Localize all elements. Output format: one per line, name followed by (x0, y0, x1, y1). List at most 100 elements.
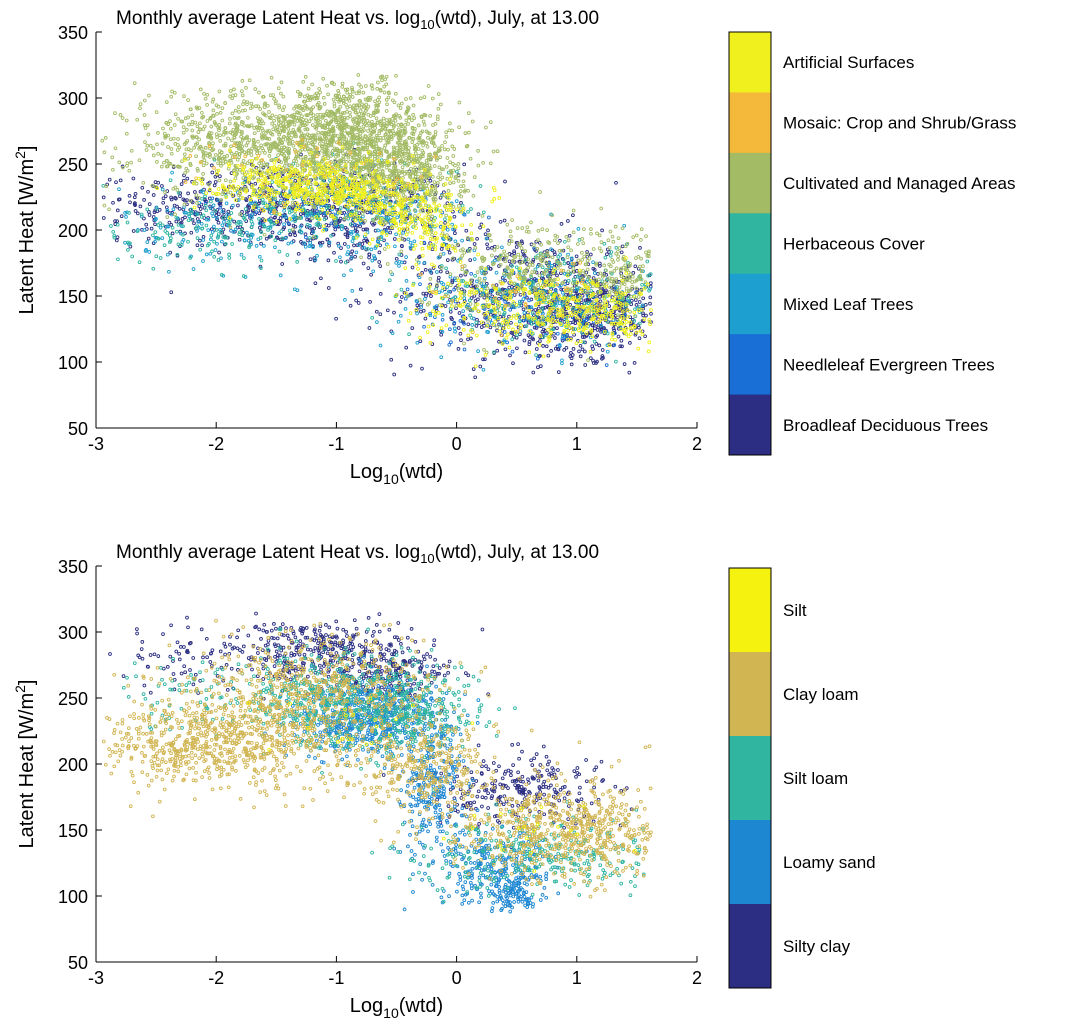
data-point (186, 239, 190, 244)
data-point (418, 282, 422, 287)
data-point (389, 357, 394, 362)
data-point (445, 227, 450, 232)
data-point (276, 117, 281, 122)
data-point (250, 146, 254, 151)
data-point (245, 230, 249, 235)
data-point (240, 233, 245, 238)
data-point (463, 131, 468, 135)
data-point (168, 119, 172, 123)
data-point (384, 217, 389, 222)
data-point (201, 235, 206, 239)
data-point (588, 252, 593, 257)
data-point (456, 179, 461, 183)
data-point (502, 274, 507, 278)
data-point (503, 347, 508, 352)
data-point (195, 212, 200, 216)
data-point (637, 321, 642, 326)
data-point (117, 197, 122, 202)
data-point (365, 247, 370, 251)
data-point (531, 370, 536, 375)
data-point (367, 121, 371, 126)
data-point (341, 151, 345, 156)
data-point (423, 267, 428, 272)
data-point (433, 315, 437, 319)
data-point (338, 206, 343, 210)
data-point (484, 236, 489, 241)
data-point (295, 288, 300, 293)
data-point (249, 235, 254, 240)
data-point (304, 118, 309, 123)
data-point (266, 206, 271, 211)
data-point (257, 217, 261, 221)
data-point (213, 152, 218, 157)
data-point (435, 270, 439, 274)
data-point (133, 209, 138, 213)
data-point (245, 140, 250, 145)
data-point (278, 216, 283, 220)
data-point (500, 287, 505, 292)
data-point (544, 300, 548, 305)
data-point (257, 225, 262, 230)
data-point (279, 160, 283, 164)
data-point (194, 154, 198, 159)
data-point (273, 245, 277, 250)
data-point (147, 210, 151, 214)
data-point (616, 334, 621, 339)
data-point (395, 146, 399, 150)
data-point (288, 189, 293, 193)
data-point (247, 78, 252, 83)
data-point (581, 308, 586, 312)
data-point (458, 189, 463, 193)
data-point (564, 345, 569, 350)
data-point (181, 238, 186, 242)
data-point (342, 94, 346, 99)
data-point (623, 313, 627, 317)
data-point (203, 146, 208, 150)
data-point (270, 121, 274, 126)
data-point (466, 337, 470, 342)
data-point (254, 104, 258, 108)
data-point (412, 116, 417, 120)
data-point (220, 106, 225, 110)
data-point (392, 310, 396, 315)
data-point (534, 270, 539, 275)
data-point (178, 194, 182, 199)
data-point (218, 139, 223, 143)
data-point (445, 270, 450, 275)
data-point (594, 342, 599, 346)
data-point (201, 213, 206, 218)
data-point (597, 310, 602, 314)
data-point (403, 205, 408, 210)
data-point (629, 302, 634, 307)
data-point (242, 123, 246, 128)
data-point (564, 337, 568, 342)
data-point (308, 257, 313, 262)
data-point (411, 137, 416, 141)
data-point (453, 329, 457, 334)
data-point (457, 204, 461, 208)
data-point (130, 254, 135, 259)
data-point (426, 84, 431, 88)
data-point (622, 223, 627, 228)
data-point (510, 285, 514, 289)
data-point (455, 169, 459, 174)
data-point (374, 309, 379, 314)
data-point (416, 153, 421, 158)
data-point (497, 322, 501, 327)
data-point (237, 110, 241, 114)
data-point (316, 101, 321, 105)
data-point (451, 227, 455, 232)
data-point (247, 233, 252, 238)
data-point (342, 210, 347, 215)
data-point (126, 248, 130, 252)
data-point (142, 216, 146, 221)
data-point (431, 266, 436, 270)
data-point (260, 189, 265, 193)
data-point (101, 216, 106, 220)
data-point (188, 198, 193, 203)
data-point (373, 126, 377, 130)
data-point (348, 110, 352, 115)
data-point (254, 125, 259, 129)
data-point (609, 285, 614, 290)
